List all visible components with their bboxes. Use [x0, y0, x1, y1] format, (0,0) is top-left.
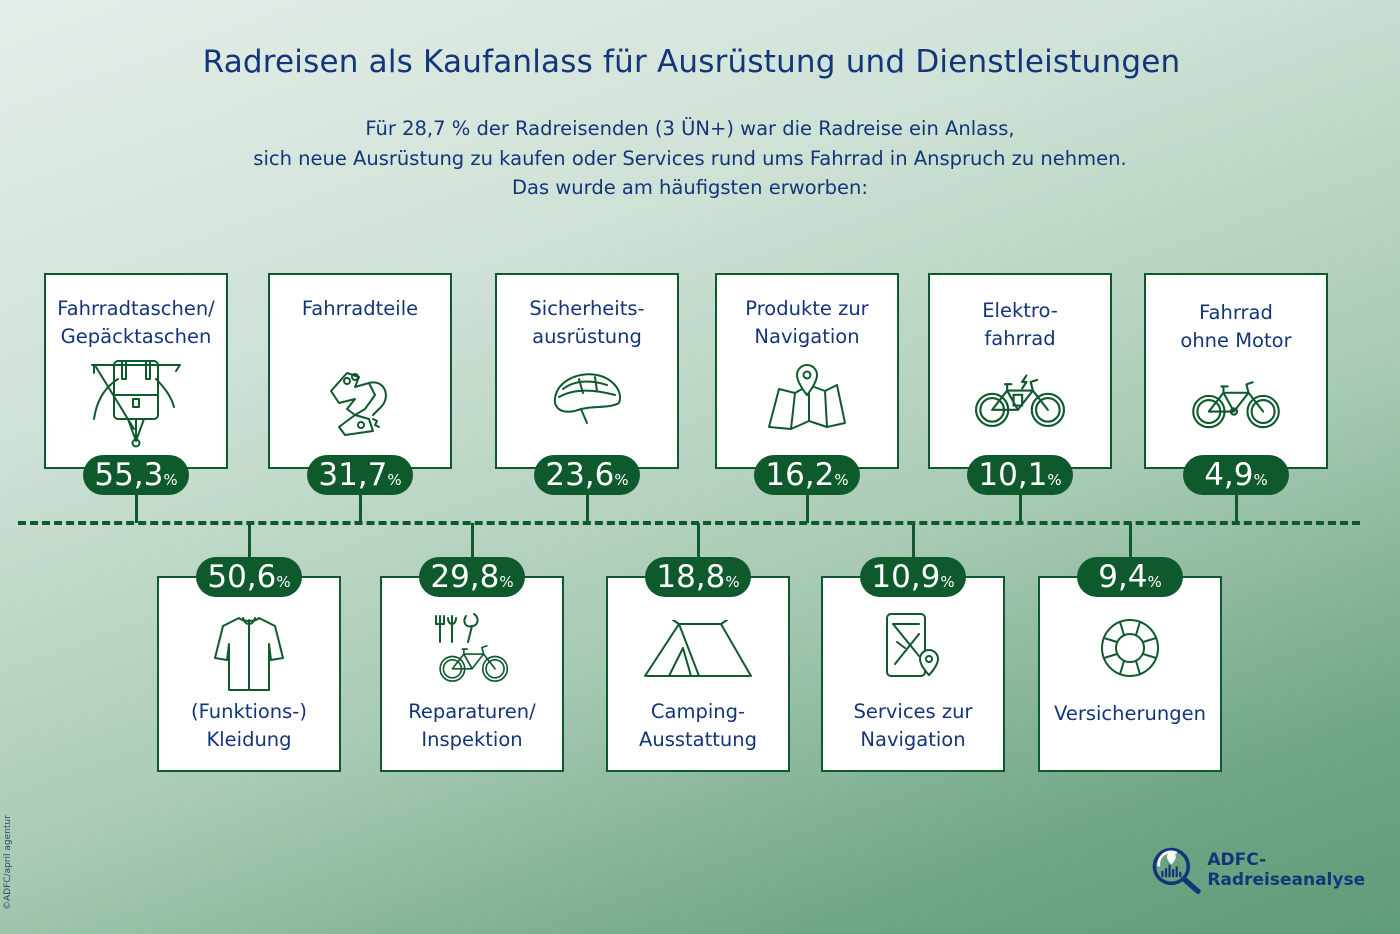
tent-icon [643, 619, 753, 688]
item-label: Fahrrad ohne Motor [1180, 301, 1292, 352]
percentage-value: 9,4 [1098, 559, 1148, 595]
percentage-value: 4,9 [1204, 457, 1254, 493]
percent-unit: % [387, 471, 402, 489]
percentage-badge: 9,4% [1077, 557, 1183, 597]
item-card: Produkte zur Navigation [715, 273, 899, 469]
connector-line [1129, 523, 1132, 558]
percent-unit: % [1147, 573, 1162, 591]
percentage-value: 10,1 [978, 457, 1048, 493]
item-label: Fahrradteile [301, 297, 419, 320]
bicycle-icon [1188, 369, 1284, 433]
percentage-value: 31,7 [318, 457, 388, 493]
connector-line [135, 494, 138, 523]
item-card: Versicherungen [1038, 576, 1222, 772]
connector-line [806, 494, 809, 523]
percentage-badge: 50,6% [196, 557, 302, 597]
connector-line [1019, 494, 1022, 523]
percentage-value: 50,6 [207, 559, 277, 595]
percentage-badge: 10,9% [860, 557, 966, 597]
item-card: Elektro- fahrrad [928, 273, 1112, 469]
subtitle: Für 28,7 % der Radreisenden (3 ÜN+) war … [253, 117, 1127, 199]
connector-line [471, 523, 474, 558]
percentage-badge: 31,7% [307, 455, 413, 495]
connector-line [912, 523, 915, 558]
percent-unit: % [940, 573, 955, 591]
item-label: Reparaturen/ Inspektion [408, 700, 536, 751]
item-label: (Funktions-) Kleidung [191, 700, 307, 751]
ebike-icon [970, 367, 1070, 431]
percentage-value: 29,8 [430, 559, 500, 595]
percent-unit: % [276, 573, 291, 591]
item-label: Sicherheits- ausrüstung [529, 297, 645, 348]
connector-line [359, 494, 362, 523]
percentage-badge: 55,3% [83, 455, 189, 495]
percentage-value: 10,9 [871, 559, 941, 595]
item-card: Fahrradtaschen/ Gepäcktaschen [44, 273, 228, 469]
repair-tools-bike-icon [432, 612, 512, 692]
percentage-badge: 18,8% [645, 557, 751, 597]
connector-line [1235, 494, 1238, 523]
item-card: Fahrrad ohne Motor [1144, 273, 1328, 469]
item-label: Services zur Navigation [853, 700, 973, 751]
percentage-badge: 4,9% [1183, 455, 1289, 495]
item-label: Produkte zur Navigation [745, 297, 869, 348]
percent-unit: % [499, 573, 514, 591]
logo-text: ADFC-Radreiseanalyse [1207, 850, 1366, 890]
percentage-badge: 23,6% [534, 455, 640, 495]
percentage-badge: 29,8% [419, 557, 525, 597]
map-pin-icon [765, 363, 849, 435]
item-card: (Funktions-) Kleidung [157, 576, 341, 772]
percentage-value: 16,2 [765, 457, 835, 493]
copyright-credit: ©ADFC/april agentur [3, 815, 13, 910]
item-label: Fahrradtaschen/ Gepäcktaschen [57, 297, 215, 348]
item-label: Versicherungen [1054, 702, 1206, 725]
item-card: Fahrradteile [268, 273, 452, 469]
item-card: Camping- Ausstattung [606, 576, 790, 772]
page-title: Radreisen als Kaufanlass für Ausrüstung … [202, 44, 1181, 80]
percentage-badge: 10,1% [967, 455, 1073, 495]
derailleur-icon [325, 369, 395, 441]
percentage-value: 18,8 [656, 559, 726, 595]
item-card: Sicherheits- ausrüstung [495, 273, 679, 469]
timeline-dashed-line [18, 521, 1360, 525]
percentage-value: 23,6 [545, 457, 615, 493]
percent-unit: % [725, 573, 740, 591]
lifebuoy-icon [1098, 616, 1162, 684]
percent-unit: % [1047, 471, 1062, 489]
item-label: Elektro- fahrrad [982, 299, 1058, 350]
percentage-value: 55,3 [94, 457, 164, 493]
adfc-logo: ADFC-Radreiseanalyse [1150, 842, 1400, 898]
percent-unit: % [614, 471, 629, 489]
connector-line [697, 523, 700, 558]
pannier-bag-icon [90, 359, 182, 455]
magnifier-chart-icon [1152, 847, 1201, 895]
percentage-badge: 16,2% [754, 455, 860, 495]
percent-unit: % [163, 471, 178, 489]
item-card: Services zur Navigation [821, 576, 1005, 772]
connector-line [586, 494, 589, 523]
phone-map-icon [883, 612, 943, 688]
percent-unit: % [1253, 471, 1268, 489]
item-label: Camping- Ausstattung [639, 700, 757, 751]
connector-line [248, 523, 251, 558]
item-card: Reparaturen/ Inspektion [380, 576, 564, 772]
cycling-jersey-icon [213, 614, 285, 698]
percent-unit: % [834, 471, 849, 489]
helmet-icon [549, 367, 625, 431]
